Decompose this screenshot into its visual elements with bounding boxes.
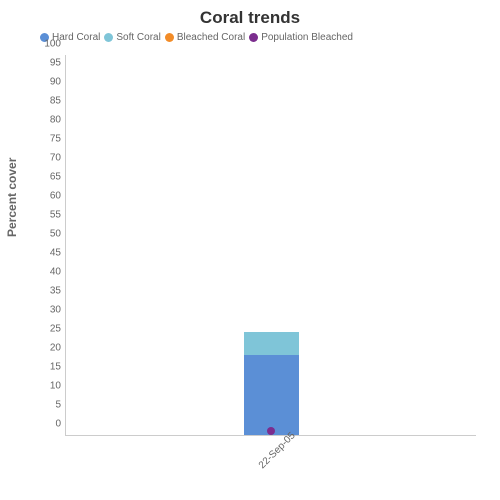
- y-tick: 95: [31, 58, 66, 69]
- legend-label-population-bleached: Population Bleached: [261, 32, 353, 43]
- y-tick: 65: [31, 172, 66, 183]
- y-tick: 15: [31, 362, 66, 373]
- legend-item-soft-coral: Soft Coral: [104, 32, 160, 43]
- legend-item-bleached-coral: Bleached Coral: [165, 32, 245, 43]
- legend-label-soft-coral: Soft Coral: [116, 32, 160, 43]
- y-tick: 75: [31, 134, 66, 145]
- x-tick: 22-Sep-05: [257, 430, 298, 471]
- legend-dot-population-bleached: [249, 33, 258, 42]
- y-tick: 85: [31, 96, 66, 107]
- plot-area: 0510152025303540455055606570758085909510…: [65, 55, 476, 436]
- y-tick: 80: [31, 115, 66, 126]
- y-tick: 55: [31, 210, 66, 221]
- bar-hard-coral: [244, 355, 299, 435]
- legend-label-bleached-coral: Bleached Coral: [177, 32, 245, 43]
- legend-dot-soft-coral: [104, 33, 113, 42]
- point-population-bleached: [267, 427, 275, 435]
- y-tick: 60: [31, 191, 66, 202]
- y-tick: 50: [31, 229, 66, 240]
- y-tick: 5: [31, 400, 66, 411]
- chart-title: Coral trends: [0, 0, 500, 28]
- y-tick: 40: [31, 267, 66, 278]
- legend-dot-bleached-coral: [165, 33, 174, 42]
- y-tick: 70: [31, 153, 66, 164]
- y-tick: 30: [31, 305, 66, 316]
- y-tick: 90: [31, 77, 66, 88]
- legend-item-population-bleached: Population Bleached: [249, 32, 353, 43]
- y-tick: 20: [31, 343, 66, 354]
- y-tick: 35: [31, 286, 66, 297]
- bar-soft-coral: [244, 332, 299, 355]
- y-axis-label: Percent cover: [5, 158, 19, 237]
- y-tick: 45: [31, 248, 66, 259]
- chart-container: Coral trends Hard Coral Soft Coral Bleac…: [0, 0, 500, 500]
- y-tick: 10: [31, 381, 66, 392]
- y-tick: 100: [31, 39, 66, 50]
- legend: Hard Coral Soft Coral Bleached Coral Pop…: [0, 28, 500, 43]
- y-tick: 25: [31, 324, 66, 335]
- y-tick: 0: [31, 419, 66, 430]
